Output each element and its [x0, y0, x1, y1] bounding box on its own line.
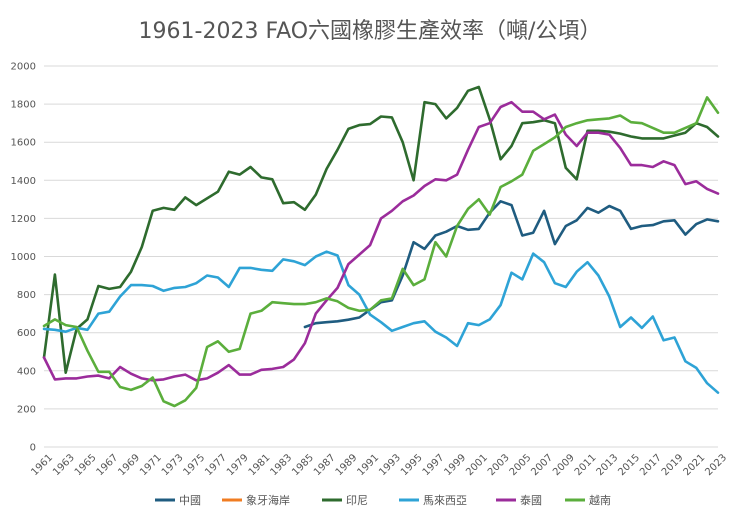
x-tick-label: 1991	[355, 452, 381, 478]
legend-label: 馬來西亞	[423, 494, 467, 507]
x-tick-label: 1965	[73, 452, 99, 478]
x-tick-label: 1967	[95, 452, 121, 478]
x-tick-label: 2021	[682, 452, 708, 478]
y-tick-label: 0	[30, 443, 36, 454]
x-tick-label: 2003	[486, 452, 512, 478]
legend-label: 象牙海岸	[246, 493, 290, 507]
x-tick-label: 2023	[703, 452, 729, 478]
series-line-越南	[42, 96, 720, 408]
x-tick-label: 2007	[529, 452, 555, 478]
x-tick-label: 1981	[247, 452, 273, 478]
legend-item: 中國	[155, 494, 201, 507]
x-tick-label: 1985	[290, 452, 316, 478]
legend-label: 泰國	[520, 493, 542, 507]
series-line-泰國	[42, 100, 720, 382]
gridlines	[44, 65, 718, 448]
x-tick-label: 2017	[638, 452, 664, 478]
x-tick-label: 1989	[334, 452, 360, 478]
x-tick-label: 2013	[595, 452, 621, 478]
x-tick-label: 1973	[160, 452, 186, 478]
x-tick-label: 1995	[399, 452, 425, 478]
y-tick-label: 1800	[11, 100, 36, 111]
x-tick-label: 1963	[51, 452, 77, 478]
y-tick-label: 800	[17, 290, 36, 301]
x-tick-label: 1979	[225, 452, 251, 478]
legend-item: 馬來西亞	[399, 494, 467, 507]
legend-item: 象牙海岸	[222, 493, 290, 507]
x-tick-label: 2009	[551, 452, 577, 478]
x-tick-label: 2005	[508, 452, 534, 478]
legend-item: 泰國	[496, 493, 542, 507]
x-tick-label: 1971	[138, 452, 164, 478]
y-tick-label: 2000	[11, 62, 36, 73]
y-tick-label: 1200	[11, 214, 36, 225]
x-tick-label: 2001	[464, 452, 490, 478]
series-line-印尼	[42, 85, 720, 374]
series-line-馬來西亞	[42, 250, 720, 394]
x-tick-label: 1961	[29, 452, 55, 478]
y-tick-label: 400	[17, 366, 36, 377]
y-tick-label: 200	[17, 404, 36, 415]
x-tick-label: 1983	[269, 452, 295, 478]
y-tick-label: 600	[17, 328, 36, 339]
legend-label: 中國	[179, 494, 201, 507]
x-tick-label: 1977	[203, 452, 229, 478]
legend-item: 越南	[565, 493, 611, 507]
y-tick-label: 1000	[11, 252, 36, 263]
legend: 中國 象牙海岸 印尼 馬來西亞 泰國 越南	[155, 493, 611, 507]
legend-label: 印尼	[346, 494, 368, 507]
y-axis-ticks: 0 200 400 600 800 1000 1200 1400 1600 1800 2000	[11, 62, 36, 454]
legend-label: 越南	[589, 493, 611, 507]
x-tick-label: 1997	[421, 452, 447, 478]
chart-title: 1961-2023 FAO六國橡膠生產效率（噸/公頃）	[139, 19, 602, 44]
x-tick-label: 1999	[442, 452, 468, 478]
y-tick-label: 1400	[11, 176, 36, 187]
y-tick-label: 1600	[11, 138, 36, 149]
x-tick-label: 2019	[660, 452, 686, 478]
series-lines	[42, 85, 720, 408]
x-tick-label: 2011	[573, 452, 599, 478]
legend-item: 印尼	[322, 494, 368, 507]
x-tick-label: 1969	[116, 452, 142, 478]
x-tick-label: 1993	[377, 452, 403, 478]
x-axis-ticks: 1961196319651967196919711973197519771979…	[29, 452, 729, 478]
x-tick-label: 1975	[182, 452, 208, 478]
x-tick-label: 1987	[312, 452, 338, 478]
x-tick-label: 2015	[616, 452, 642, 478]
